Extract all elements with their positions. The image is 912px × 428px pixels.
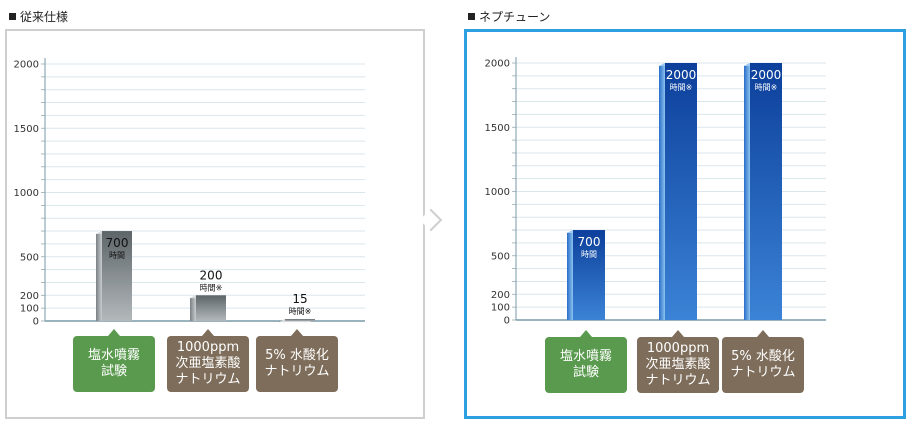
bar bbox=[567, 230, 605, 320]
y-tick-label: 100 bbox=[20, 304, 39, 315]
y-tick-label: 2000 bbox=[485, 59, 510, 70]
bar-unit-label: 時間 bbox=[581, 250, 597, 259]
left-panel-title: 従来仕様 bbox=[9, 8, 68, 25]
y-tick-label: 2000 bbox=[14, 60, 39, 71]
y-tick-label: 1500 bbox=[485, 123, 510, 134]
bar bbox=[279, 319, 315, 323]
bar-unit-label: 時間※ bbox=[289, 307, 312, 316]
category-pointer-icon bbox=[291, 329, 303, 336]
category-label: 5% 水酸化 ナトリウム bbox=[722, 337, 804, 393]
bar bbox=[744, 63, 782, 320]
category-pointer-icon bbox=[580, 330, 592, 337]
bar-value-label: 200 bbox=[200, 268, 223, 282]
bar-value-label: 700 bbox=[106, 236, 129, 250]
bar bbox=[96, 231, 132, 321]
y-tick-label: 200 bbox=[20, 291, 39, 302]
category-pointer-icon bbox=[672, 330, 684, 337]
right-panel-title: ネプチューン bbox=[468, 8, 550, 25]
bar-unit-label: 時間※ bbox=[755, 83, 778, 92]
y-tick-label: 500 bbox=[20, 252, 39, 263]
bar-unit-label: 時間※ bbox=[670, 83, 693, 92]
category-pointer-icon bbox=[757, 330, 769, 337]
category-pointer-icon bbox=[108, 329, 120, 336]
neptune-bar-chart: 0100200500100015002000700時間2000時間※2000時間… bbox=[485, 57, 826, 327]
bar-value-label: 2000 bbox=[751, 68, 782, 82]
y-tick-label: 0 bbox=[33, 317, 39, 328]
y-tick-label: 200 bbox=[491, 290, 510, 301]
conventional-chart-panel: 0 100 200 500 1000 1500 2000 700 時間 200 時間※ 15 時間※ 塩水… bbox=[5, 29, 425, 419]
bar-value-label: 2000 bbox=[666, 68, 697, 82]
category-label: 5% 水酸化 ナトリウム bbox=[256, 336, 338, 392]
bar-unit-label: 時間 bbox=[109, 251, 125, 260]
category-label: 1000ppm 次亜塩素酸 ナトリウム bbox=[167, 336, 249, 392]
y-tick-label: 0 bbox=[504, 316, 510, 327]
category-label: 1000ppm 次亜塩素酸 ナトリウム bbox=[637, 337, 719, 393]
y-tick-label: 1000 bbox=[14, 188, 39, 199]
bar-value-label: 15 bbox=[292, 292, 307, 306]
bar-value-label: 700 bbox=[578, 235, 601, 249]
category-label: 塩水噴霧 試験 bbox=[73, 336, 155, 392]
y-tick-label: 100 bbox=[491, 303, 510, 314]
y-tick-label: 1500 bbox=[14, 124, 39, 135]
y-tick-label: 500 bbox=[491, 251, 510, 262]
category-label: 塩水噴霧 試験 bbox=[545, 337, 627, 393]
bar bbox=[190, 295, 226, 321]
bar bbox=[659, 63, 697, 320]
bar-unit-label: 時間※ bbox=[200, 283, 223, 292]
category-pointer-icon bbox=[202, 329, 214, 336]
y-tick-label: 1000 bbox=[485, 187, 510, 198]
neptune-chart-panel: 0 100 200 500 1000 1500 2000 700 時間 2000 時間※ 2000 時間… bbox=[464, 29, 906, 419]
